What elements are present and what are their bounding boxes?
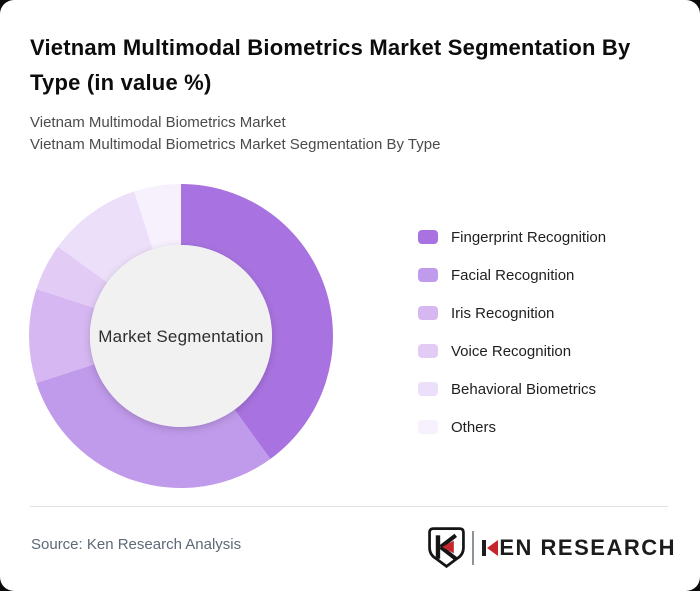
subtitle-line-2: Vietnam Multimodal Biometrics Market Seg… [30,136,441,153]
chart-legend: Fingerprint Recognition Facial Recogniti… [418,218,606,446]
donut-slices [29,184,333,488]
donut-slice-5 [134,184,181,250]
donut-slice-1 [36,364,271,488]
legend-row-facial: Facial Recognition [418,256,606,294]
legend-row-fingerprint: Fingerprint Recognition [418,218,606,256]
wordmark-k-triangle-icon [487,539,499,556]
legend-row-others: Others [418,408,606,446]
page-title: Vietnam Multimodal Biometrics Market Seg… [30,35,631,95]
legend-swatch-icon [418,420,438,434]
wordmark-k-bar [481,539,487,556]
legend-swatch-icon [418,306,438,320]
donut-slice-3 [36,246,108,308]
wordmark-text: EN RESEARCH [499,534,676,560]
ken-research-emblem-icon [428,527,465,568]
donut-center-label: Market Segmentation [98,327,263,346]
legend-label: Behavioral Biometrics [451,380,597,398]
legend-row-voice: Voice Recognition [418,332,606,370]
logo-separator [471,530,474,565]
ken-research-logo: EN RESEARCH [428,527,676,568]
donut-slice-2 [29,289,95,383]
legend-label: Iris Recognition [451,304,555,322]
donut-chart: Market Segmentation [21,176,341,496]
source-note: Source: Ken Research Analysis [31,536,242,553]
legend-label: Fingerprint Recognition [451,228,607,246]
donut-slice-0 [181,184,333,459]
donut-svg: Market Segmentation [29,184,333,488]
logo-wordmark: EN RESEARCH [481,534,676,561]
legend-label: Voice Recognition [451,342,572,360]
legend-swatch-icon [418,268,438,282]
subtitle-line-1: Vietnam Multimodal Biometrics Market [30,114,286,131]
legend-row-behavioral: Behavioral Biometrics [418,370,606,408]
legend-swatch-icon [418,230,438,244]
footer-divider [30,506,668,507]
subtitle-block: Vietnam Multimodal Biometrics Market Vie… [30,112,440,156]
legend-swatch-icon [418,344,438,358]
legend-label: Facial Recognition [451,266,575,284]
legend-row-iris: Iris Recognition [418,294,606,332]
donut-slice-4 [58,191,153,283]
legend-label: Others [451,418,497,436]
legend-swatch-icon [418,382,438,396]
donut-center-circle [90,245,272,427]
